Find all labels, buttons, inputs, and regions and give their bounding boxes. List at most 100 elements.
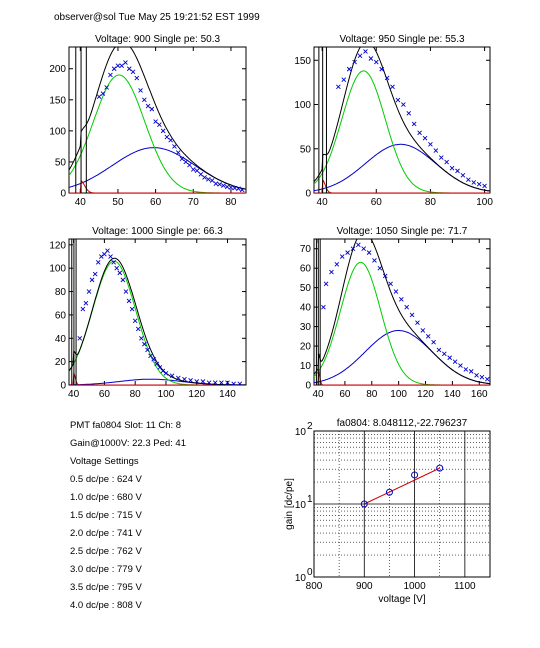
data-point bbox=[190, 167, 196, 172]
data-point bbox=[168, 137, 173, 143]
x-tick-label: 140 bbox=[219, 389, 236, 400]
y-tick-exponent: 0 bbox=[307, 567, 313, 578]
y-tick-label: 10 bbox=[300, 361, 312, 372]
x-tick-label: 1000 bbox=[403, 581, 426, 592]
data-point bbox=[474, 372, 479, 378]
data-point bbox=[119, 63, 125, 68]
data-point bbox=[357, 53, 363, 59]
y-tick-label: 50 bbox=[300, 283, 312, 294]
data-point bbox=[169, 373, 175, 378]
data-point bbox=[476, 181, 482, 187]
data-point bbox=[460, 172, 466, 178]
voltage-setting: 3.0 dc/pe : 779 V bbox=[70, 564, 142, 575]
y-tick-label: 80 bbox=[55, 287, 67, 298]
x-axis-label: voltage [V] bbox=[378, 594, 425, 605]
data-point bbox=[86, 289, 92, 294]
data-point bbox=[239, 187, 245, 193]
data-point bbox=[160, 128, 166, 134]
data-point bbox=[479, 374, 485, 380]
two-pe-fit-curve bbox=[314, 330, 490, 385]
data-point bbox=[366, 250, 372, 255]
data-point bbox=[458, 363, 463, 368]
data-point bbox=[142, 97, 147, 103]
y-tick-label: 10 bbox=[295, 427, 307, 438]
chart-title: Voltage: 1000 Single pe: 66.3 bbox=[92, 226, 223, 237]
x-tick-label: 1100 bbox=[454, 581, 476, 592]
data-point bbox=[431, 339, 436, 345]
plot-area bbox=[69, 47, 246, 193]
data-point bbox=[138, 88, 143, 93]
data-point bbox=[175, 375, 181, 381]
data-point bbox=[321, 304, 326, 310]
data-point bbox=[484, 376, 490, 382]
y-tick-label: 40 bbox=[55, 334, 67, 345]
y-tick-label: 30 bbox=[300, 322, 312, 333]
data-point bbox=[350, 246, 356, 252]
data-point bbox=[345, 250, 350, 255]
data-point bbox=[99, 254, 104, 259]
data-point bbox=[219, 380, 224, 385]
x-tick-label: 60 bbox=[99, 389, 111, 400]
data-point bbox=[382, 273, 388, 279]
voltage-setting: 1.5 dc/pe : 715 V bbox=[70, 510, 142, 521]
data-point bbox=[352, 59, 357, 65]
voltage-setting: 2.0 dc/pe : 741 V bbox=[70, 528, 142, 539]
data-point bbox=[194, 379, 200, 384]
data-point bbox=[157, 122, 162, 127]
data-point bbox=[409, 312, 415, 318]
y-tick-label: 100 bbox=[49, 264, 66, 275]
data-point bbox=[336, 84, 341, 90]
data-point bbox=[175, 150, 181, 155]
data-point bbox=[151, 356, 156, 362]
data-point bbox=[334, 261, 340, 267]
chart-title: Voltage: 900 Single pe: 50.3 bbox=[95, 34, 221, 45]
data-point bbox=[436, 347, 442, 353]
data-point bbox=[100, 91, 106, 96]
y-tick-label: 0 bbox=[60, 189, 66, 200]
data-point bbox=[393, 289, 399, 294]
plot-area bbox=[314, 239, 490, 385]
data-point bbox=[142, 341, 147, 347]
y-tick-label: 50 bbox=[55, 157, 67, 168]
data-point bbox=[466, 177, 471, 183]
y-tick-label: 50 bbox=[300, 144, 312, 155]
data-point bbox=[111, 66, 117, 72]
y-tick-label: 120 bbox=[49, 240, 66, 251]
data-point bbox=[104, 85, 109, 90]
y-tick-exponent: 1 bbox=[307, 494, 313, 505]
data-point bbox=[134, 75, 140, 81]
x-tick-label: 50 bbox=[112, 197, 124, 208]
data-point bbox=[172, 144, 177, 149]
data-point bbox=[339, 254, 345, 259]
x-tick-label: 80 bbox=[366, 389, 378, 400]
data-point bbox=[425, 334, 431, 339]
data-point bbox=[126, 66, 132, 72]
y-tick-exponent: 2 bbox=[307, 421, 313, 432]
gain-data-point bbox=[360, 500, 368, 508]
data-point bbox=[83, 300, 89, 306]
x-tick-label: 80 bbox=[425, 197, 437, 208]
y-tick-label: 150 bbox=[49, 95, 66, 106]
total-fit-curve bbox=[314, 47, 490, 192]
data-point bbox=[390, 84, 395, 90]
data-point bbox=[139, 335, 144, 341]
y-tick-label: 200 bbox=[49, 64, 66, 75]
x-tick-label: 800 bbox=[306, 581, 323, 592]
x-tick-label: 40 bbox=[68, 389, 80, 400]
chart-title: Voltage: 1050 Single pe: 71.7 bbox=[337, 226, 468, 237]
data-point bbox=[111, 260, 116, 265]
chart-title: fa0804: 8.048112,-22.796237 bbox=[337, 418, 468, 429]
gain-info-line: Gain@1000V: 22.3 Ped: 41 bbox=[70, 438, 186, 449]
data-point bbox=[225, 380, 230, 385]
data-point bbox=[194, 168, 200, 173]
data-point bbox=[105, 248, 110, 253]
data-point bbox=[163, 371, 169, 376]
data-point bbox=[221, 183, 226, 188]
data-point bbox=[377, 265, 383, 271]
y-tick-label: 0 bbox=[60, 381, 66, 392]
data-point bbox=[449, 165, 455, 171]
data-point bbox=[415, 320, 420, 326]
data-point bbox=[200, 379, 206, 384]
data-point bbox=[114, 265, 120, 271]
data-point bbox=[356, 242, 361, 248]
